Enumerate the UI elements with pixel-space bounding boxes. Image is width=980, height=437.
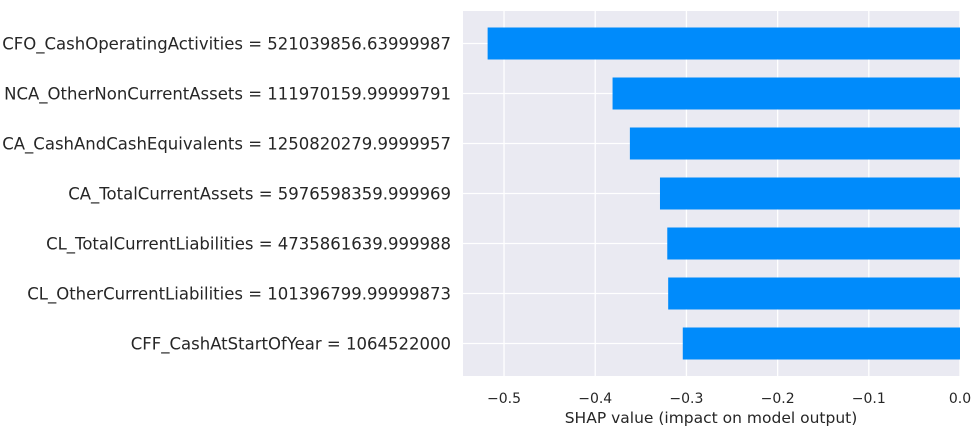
y-tick-label: CA_CashAndCashEquivalents = 1250820279.9… <box>2 135 451 155</box>
y-tick-label: CFO_CashOperatingActivities = 521039856.… <box>2 35 451 55</box>
y-tick-label: CFF_CashAtStartOfYear = 1064522000 <box>131 335 451 355</box>
y-tick-labels: CFO_CashOperatingActivities = 521039856.… <box>2 35 451 355</box>
bar <box>612 77 960 110</box>
x-tick-label: −0.3 <box>669 391 703 407</box>
x-tick-label: −0.4 <box>578 391 612 407</box>
bar <box>629 127 960 160</box>
y-tick-label: CL_OtherCurrentLiabilities = 101396799.9… <box>27 285 451 305</box>
x-axis-label: SHAP value (impact on model output) <box>565 409 858 427</box>
bar <box>682 327 960 360</box>
y-tick-label: CA_TotalCurrentAssets = 5976598359.99996… <box>68 185 451 205</box>
bar <box>659 177 960 210</box>
bar <box>668 277 960 310</box>
bar <box>667 227 960 260</box>
bar <box>487 27 960 60</box>
y-tick-label: CL_TotalCurrentLiabilities = 4735861639.… <box>46 235 451 255</box>
x-tick-labels: −0.5 −0.4 −0.3 −0.2 −0.1 0.0 <box>487 391 971 407</box>
bars <box>487 27 960 360</box>
x-tick-label: −0.2 <box>761 391 795 407</box>
x-tick-label: −0.5 <box>487 391 521 407</box>
y-tick-label: NCA_OtherNonCurrentAssets = 111970159.99… <box>4 85 451 105</box>
x-tick-label: 0.0 <box>949 391 971 407</box>
x-tick-label: −0.1 <box>852 391 886 407</box>
